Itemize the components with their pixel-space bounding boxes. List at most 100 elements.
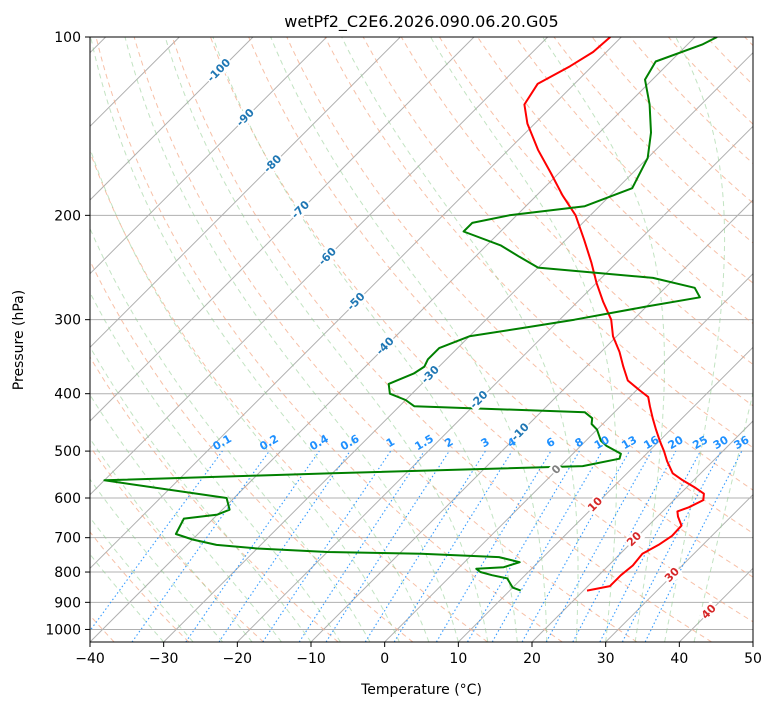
isotherm-0 bbox=[384, 272, 753, 642]
isotherm-10 bbox=[457, 346, 753, 642]
isotherm-label-bg bbox=[417, 362, 443, 387]
isotherm--70 bbox=[90, 37, 475, 422]
isotherm-label-bg bbox=[203, 55, 235, 86]
x-tick-label: 30 bbox=[597, 651, 615, 667]
x-tick-label: −20 bbox=[223, 651, 253, 667]
y-tick-label: 400 bbox=[54, 387, 81, 403]
isotherm-label-bg bbox=[372, 333, 398, 359]
dewpoint-line bbox=[103, 37, 718, 592]
mixing-ratio-line bbox=[298, 450, 425, 642]
moist-adiabat bbox=[90, 37, 430, 642]
y-tick-label: 600 bbox=[54, 491, 81, 507]
moist-adiabat bbox=[90, 553, 165, 642]
sounding-profiles bbox=[103, 37, 718, 592]
isotherm--80 bbox=[90, 37, 401, 349]
y-tick-label: 800 bbox=[54, 565, 81, 581]
mixing-ratio-line bbox=[325, 450, 450, 642]
dry-adiabat bbox=[248, 37, 753, 578]
x-tick-label: 50 bbox=[744, 651, 762, 667]
moist-adiabat bbox=[90, 147, 400, 642]
y-axis-label: Pressure (hPa) bbox=[11, 290, 27, 390]
moist-adiabat bbox=[90, 437, 253, 642]
dry-adiabat bbox=[591, 37, 753, 204]
dry-adiabat bbox=[133, 37, 638, 642]
x-tick-label: −40 bbox=[75, 651, 105, 667]
y-axis: 100 200 300 400 500 600 700 800 900 1000 bbox=[45, 30, 90, 638]
x-tick-label: 40 bbox=[670, 651, 688, 667]
chart-title: wetPf2_C2E6.2026.090.06.20.G05 bbox=[284, 12, 558, 32]
dry-adiabat bbox=[515, 37, 753, 284]
isotherm-label-bg bbox=[548, 461, 565, 478]
moist-adiabat bbox=[164, 37, 489, 642]
isotherm--90 bbox=[90, 37, 328, 275]
isotherm-label-bg bbox=[288, 197, 314, 223]
moist-adiabat bbox=[212, 37, 518, 642]
dry-adiabat bbox=[171, 37, 712, 642]
isotherm-label-bg bbox=[623, 528, 646, 550]
x-tick-label: −10 bbox=[296, 651, 326, 667]
dry-adiabat bbox=[286, 37, 753, 534]
temperature-line bbox=[523, 37, 705, 592]
dry-adiabats bbox=[90, 37, 753, 642]
x-tick-label: −30 bbox=[149, 651, 179, 667]
isotherm-label-bg bbox=[507, 419, 533, 445]
moist-adiabat bbox=[124, 37, 459, 642]
dry-adiabat bbox=[438, 37, 753, 366]
mixing-ratio-line bbox=[545, 450, 653, 642]
isobar-grid bbox=[90, 37, 753, 630]
dry-adiabat bbox=[90, 531, 190, 642]
isotherm-label-bg bbox=[584, 493, 607, 516]
moist-adiabat bbox=[90, 345, 312, 642]
isotherm-30 bbox=[605, 493, 753, 642]
y-tick-label: 100 bbox=[54, 30, 81, 46]
y-tick-label: 700 bbox=[54, 531, 81, 547]
moist-adiabat bbox=[90, 227, 371, 642]
mixing-ratio-lines bbox=[90, 450, 743, 642]
mixing-ratio-line bbox=[131, 450, 270, 642]
isotherm-label-bg bbox=[315, 243, 341, 269]
moist-adiabat bbox=[542, 37, 665, 642]
x-tick-label: 0 bbox=[380, 651, 389, 667]
dry-adiabat bbox=[553, 37, 753, 244]
x-axis: −40 −30 −20 −10 0 10 20 30 40 50 bbox=[75, 642, 762, 667]
isotherm--50 bbox=[90, 37, 622, 570]
y-tick-label: 500 bbox=[54, 444, 81, 460]
x-tick-label: 10 bbox=[449, 651, 467, 667]
isotherm-label-bg bbox=[698, 600, 720, 623]
isotherm--20 bbox=[236, 125, 753, 642]
isotherm--30 bbox=[163, 51, 753, 642]
y-tick-label: 200 bbox=[54, 208, 81, 224]
mixing-ratio-line bbox=[262, 450, 392, 642]
y-tick-label: 900 bbox=[54, 595, 81, 611]
mixing-ratio-line bbox=[644, 450, 743, 642]
plot-area: -100-90-80-70-60-50-40-30-20-10010203040… bbox=[90, 37, 753, 642]
dry-adiabat bbox=[629, 37, 753, 165]
isotherm-label-bg bbox=[661, 563, 684, 586]
moist-adiabat bbox=[90, 516, 194, 642]
y-tick-label: 300 bbox=[54, 313, 81, 329]
dry-adiabat bbox=[477, 37, 753, 325]
moist-adiabat bbox=[341, 37, 579, 642]
isotherm--60 bbox=[90, 37, 549, 496]
isotherm--100 bbox=[90, 37, 254, 201]
isotherm-label-bg bbox=[343, 288, 369, 314]
moist-adiabat bbox=[430, 37, 617, 642]
mixing-ratio-line bbox=[521, 450, 630, 642]
plot-frame bbox=[89, 36, 754, 643]
mixing-ratio-line bbox=[572, 450, 677, 642]
x-axis-label: Temperature (°C) bbox=[360, 682, 482, 698]
mixing-ratio-line bbox=[185, 450, 320, 642]
moist-adiabat bbox=[90, 478, 223, 642]
x-tick-label: 20 bbox=[523, 651, 541, 667]
mixing-ratio-line bbox=[393, 450, 513, 642]
isotherm-label-bg bbox=[260, 151, 286, 177]
mixing-ratio-line bbox=[218, 450, 351, 642]
dry-adiabat bbox=[210, 37, 753, 623]
mixing-ratio-line bbox=[90, 450, 223, 632]
dry-adiabat bbox=[90, 150, 488, 642]
dry-adiabat bbox=[90, 259, 414, 642]
isotherm-label-bg bbox=[232, 105, 258, 130]
isotherm-label-bg bbox=[466, 387, 492, 413]
